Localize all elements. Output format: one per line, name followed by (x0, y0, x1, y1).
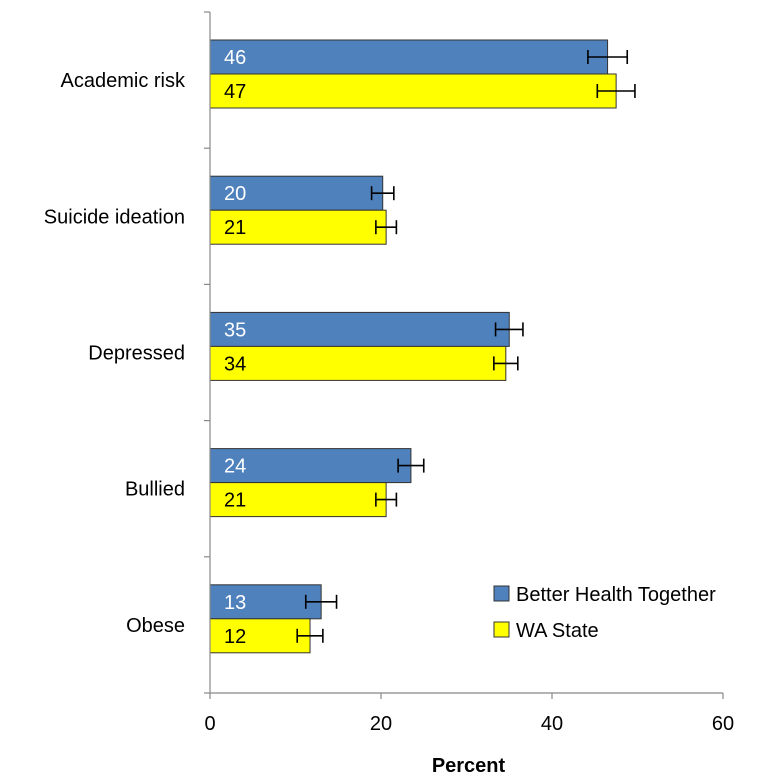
bar (209, 73, 617, 109)
bar (209, 448, 412, 484)
x-tick-label: 40 (541, 713, 563, 735)
data-label: 21 (224, 490, 246, 512)
category-label: Depressed (88, 343, 185, 365)
bar (209, 39, 609, 75)
legend-swatch (493, 585, 510, 602)
data-label: 13 (224, 592, 246, 614)
data-label: 20 (224, 183, 246, 205)
data-label: 34 (224, 353, 246, 375)
bar (209, 345, 507, 381)
data-label: 35 (224, 319, 246, 341)
legend-swatch (493, 621, 510, 638)
bar (209, 482, 387, 518)
legend-label: WA State (516, 620, 599, 642)
legend-label: Better Health Together (516, 584, 716, 606)
category-label: Obese (126, 615, 185, 637)
x-tick-label: 60 (712, 713, 734, 735)
category-label: Bullied (125, 479, 185, 501)
category-label: Academic risk (61, 70, 186, 92)
bars-layer (209, 39, 636, 654)
data-label: 47 (224, 81, 246, 103)
data-label: 12 (224, 626, 246, 648)
data-label: 24 (224, 456, 246, 478)
bar (209, 311, 510, 347)
x-tick-label: 0 (204, 713, 215, 735)
axes-layer (209, 12, 723, 694)
data-label: 21 (224, 217, 246, 239)
legend: Better Health Together WA State (493, 584, 716, 642)
data-label: 46 (224, 47, 246, 69)
labels-layer: 0 20 40 60 Academic risk 46 47 Suicide ideation… (44, 11, 734, 735)
x-axis-title: Percent (432, 755, 506, 777)
x-tick-label: 20 (370, 713, 392, 735)
category-label: Suicide ideation (44, 206, 185, 228)
